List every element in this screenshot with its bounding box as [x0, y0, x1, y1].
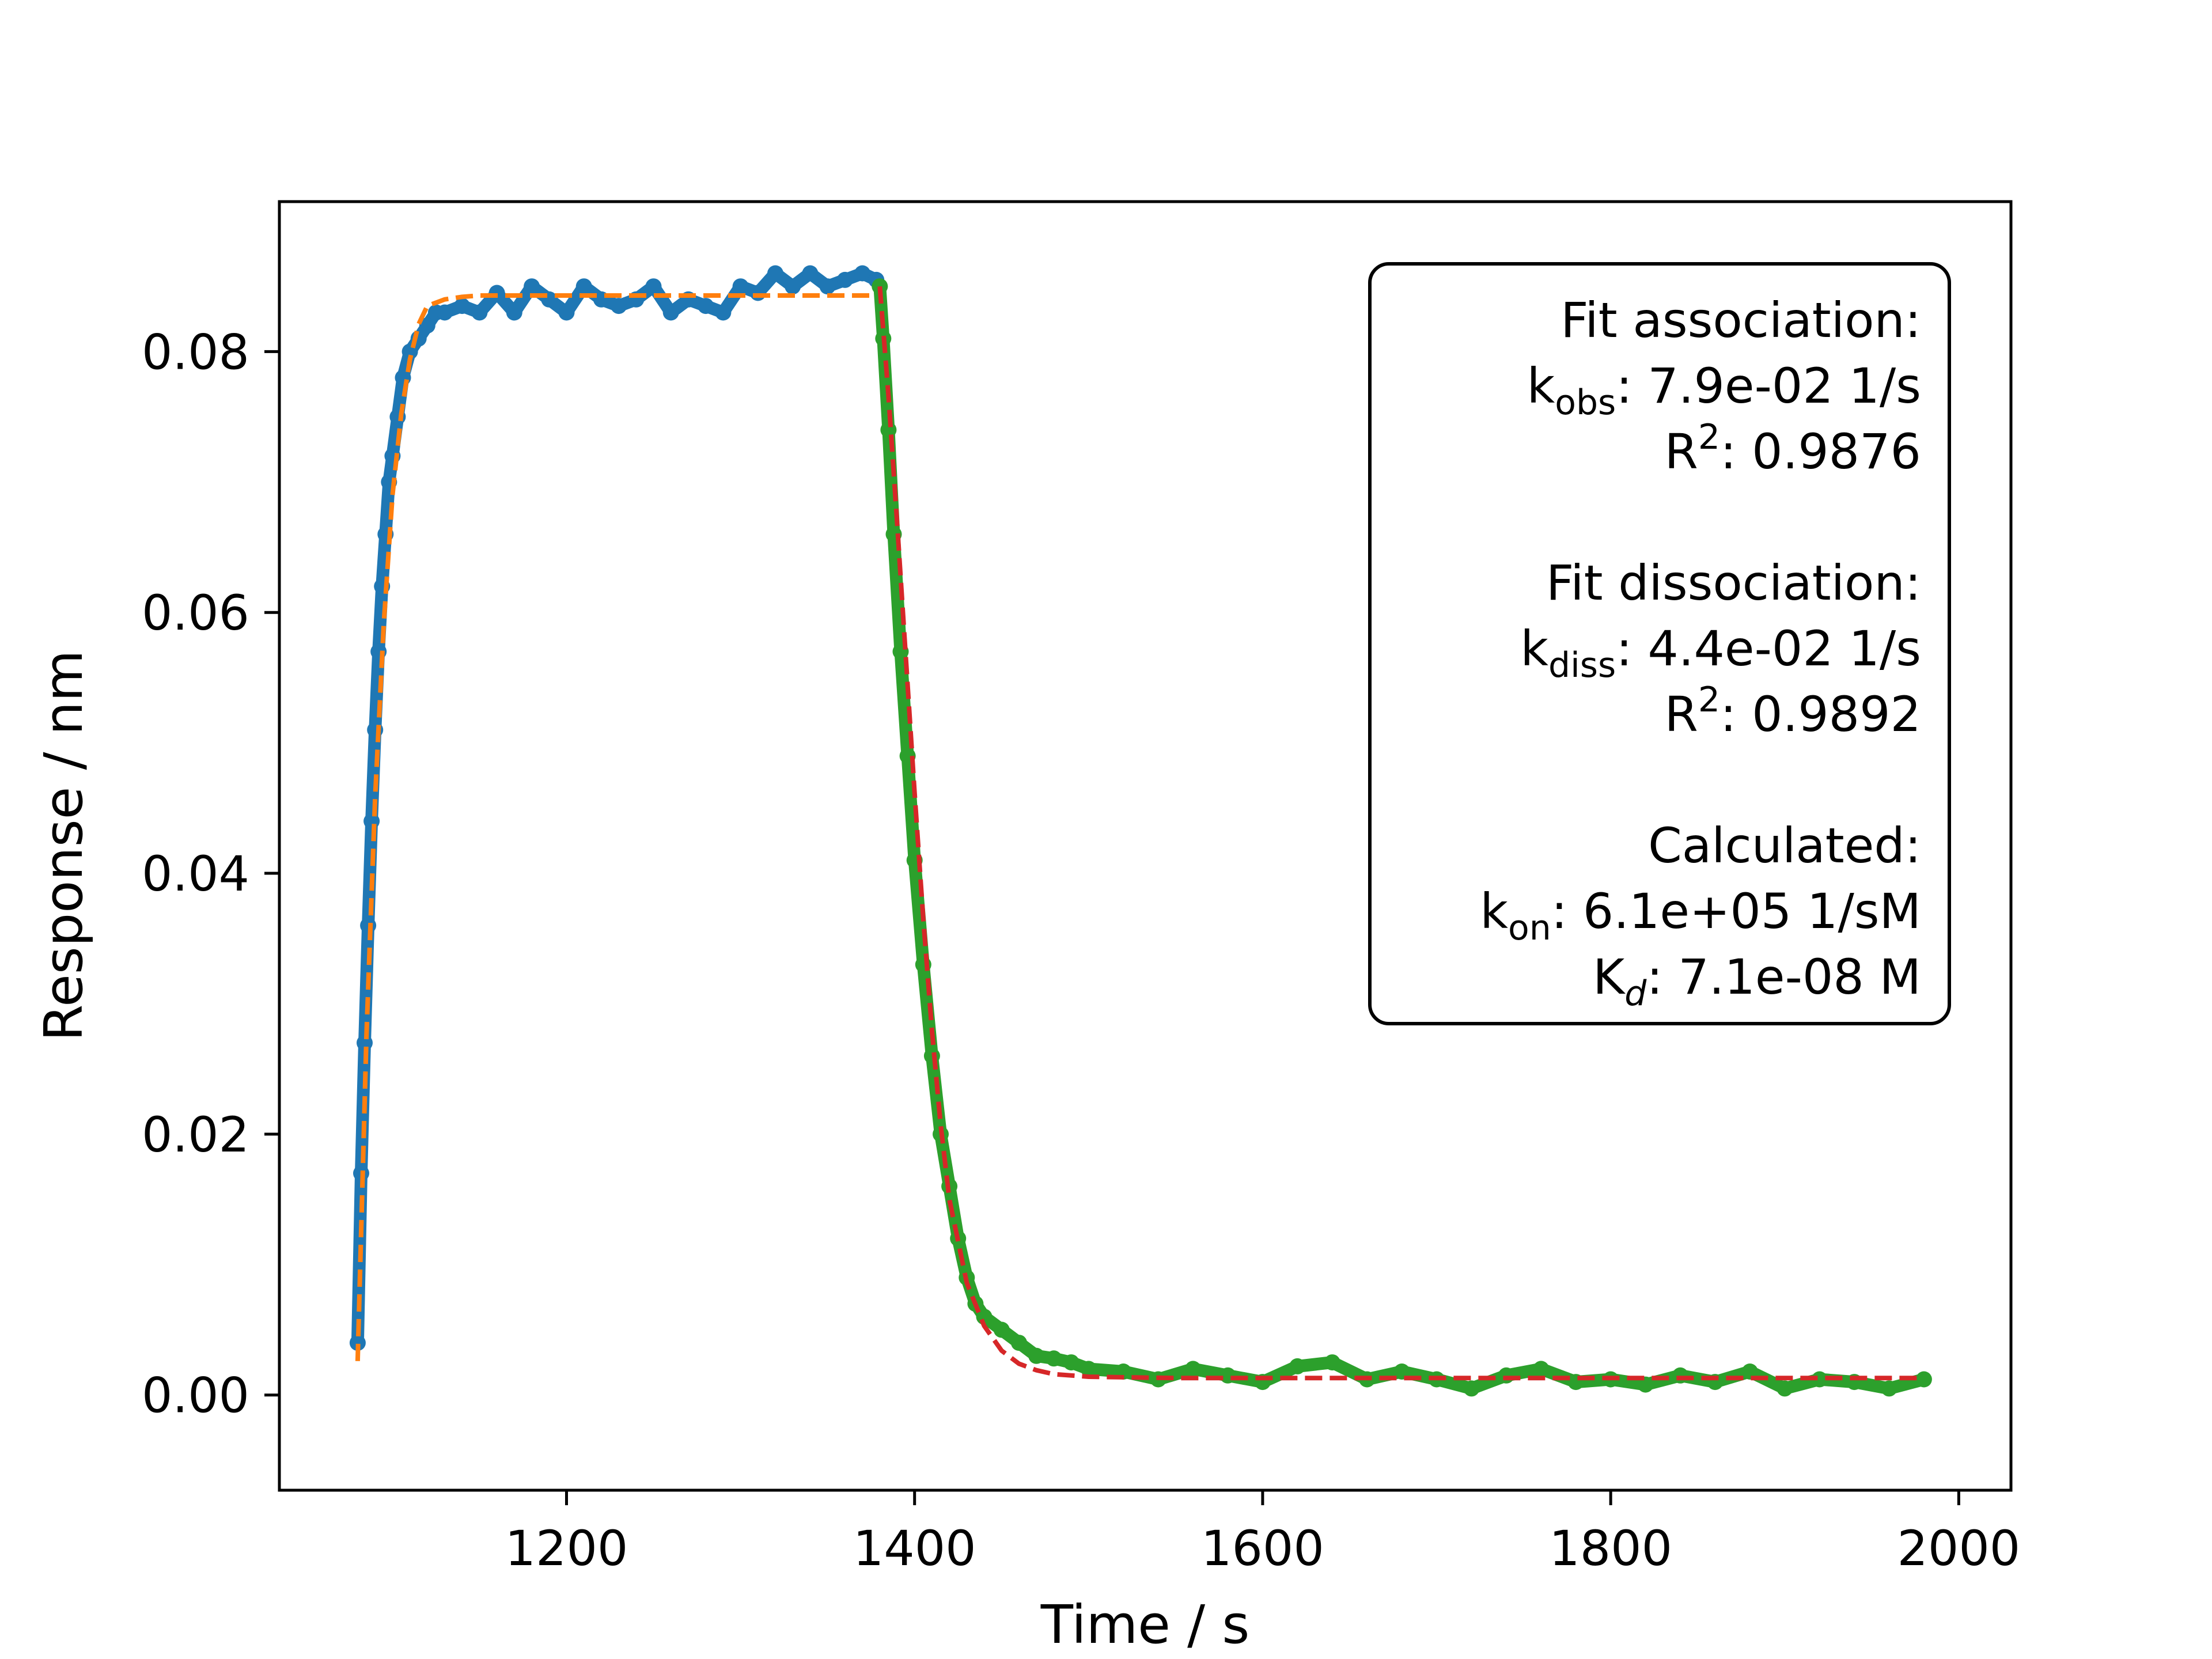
- axes-frame: [278, 200, 2013, 1492]
- kdiss-subscript: diss: [1548, 645, 1616, 685]
- info-spacer: [1372, 747, 1921, 813]
- data-point: [611, 298, 627, 315]
- kobs-symbol: k: [1527, 358, 1555, 414]
- kon-symbol: k: [1480, 883, 1509, 940]
- y-tick-label: 0.00: [142, 1368, 249, 1424]
- data-point: [1811, 1371, 1828, 1388]
- data-point: [767, 265, 783, 282]
- data-point: [1915, 1371, 1932, 1388]
- data-point: [854, 265, 871, 282]
- fit-results-box: Fit association: kobs: 7.9e-02 1/s R2: 0…: [1368, 262, 1951, 1025]
- data-point: [1672, 1367, 1688, 1384]
- data-point: [357, 1035, 373, 1051]
- data-point: [1289, 1358, 1306, 1374]
- kd-value: : 7.1e-08 M: [1646, 949, 1921, 1005]
- assoc-header: Fit association:: [1560, 292, 1921, 349]
- y-tick-label: 0.04: [142, 846, 249, 902]
- tick-layer: 1200 1400 1600 1800 2000 0.00 0.02 0.04 0.06 0.08: [142, 324, 2020, 1577]
- diss-r2-value: : 0.9892: [1720, 686, 1921, 743]
- x-tick-label: 1200: [505, 1520, 628, 1577]
- data-point: [471, 304, 488, 321]
- data-point: [749, 285, 766, 301]
- data-point: [1463, 1380, 1480, 1397]
- data-point: [993, 1321, 1010, 1338]
- kdiss-symbol: k: [1520, 620, 1549, 677]
- data-point: [419, 317, 435, 334]
- y-tick-label: 0.06: [142, 585, 249, 641]
- kdiss-value: : 4.4e-02 1/s: [1616, 620, 1921, 677]
- y-axis-label: Response / nm: [33, 650, 94, 1041]
- x-tick-label: 1400: [853, 1520, 976, 1577]
- kdiss-line: kdiss: 4.4e-02 1/s: [1372, 616, 1921, 683]
- series-2-fit: [355, 293, 877, 1361]
- data-point: [1498, 1367, 1514, 1384]
- x-tick-label: 1600: [1201, 1520, 1324, 1577]
- x-tick-label: 2000: [1897, 1520, 2020, 1577]
- data-point: [1185, 1361, 1202, 1377]
- diss-r2-superscript: 2: [1698, 680, 1721, 720]
- diss-r2-line: R2: 0.9892: [1372, 681, 1921, 747]
- data-point: [1063, 1354, 1080, 1371]
- data-point: [732, 278, 749, 295]
- data-point: [698, 298, 714, 315]
- y-tick-label: 0.08: [142, 324, 249, 380]
- y-tick-label: 0.02: [142, 1107, 249, 1163]
- data-point: [524, 278, 540, 295]
- data-point: [819, 278, 836, 295]
- kd-subscript: d: [1624, 974, 1647, 1014]
- assoc-r2-symbol: R: [1664, 423, 1698, 480]
- data-point: [802, 265, 819, 282]
- series-0-points: [349, 265, 885, 1351]
- data-point: [349, 1335, 366, 1351]
- data-point: [1777, 1380, 1793, 1397]
- kobs-value: : 7.9e-02 1/s: [1616, 358, 1921, 414]
- kd-line: Kd: 7.1e-08 M: [1372, 944, 1921, 1011]
- data-point: [645, 278, 662, 295]
- diss-header: Fit dissociation:: [1546, 555, 1921, 611]
- kobs-subscript: obs: [1555, 382, 1616, 423]
- diss-r2-symbol: R: [1664, 686, 1698, 743]
- data-point: [1741, 1363, 1758, 1380]
- data-point: [575, 278, 592, 295]
- data-point: [1028, 1347, 1045, 1364]
- fit-line-2: [355, 293, 877, 1361]
- kon-subscript: on: [1508, 908, 1551, 948]
- kon-line: kon: 6.1e+05 1/sM: [1372, 878, 1921, 945]
- kon-value: : 6.1e+05 1/sM: [1551, 883, 1921, 940]
- info-spacer: [1372, 484, 1921, 550]
- data-point: [662, 304, 679, 321]
- assoc-r2-superscript: 2: [1698, 417, 1721, 457]
- data-point: [1219, 1367, 1236, 1384]
- calc-header: Calculated:: [1648, 817, 1921, 874]
- data-point: [558, 304, 575, 321]
- data-point: [715, 304, 732, 321]
- data-point: [1393, 1363, 1410, 1380]
- data-point: [363, 813, 380, 830]
- data-point: [1533, 1361, 1550, 1377]
- assoc-r2-value: : 0.9876: [1720, 423, 1921, 480]
- data-point: [785, 278, 801, 295]
- data-point: [1046, 1350, 1062, 1367]
- x-tick-label: 1800: [1549, 1520, 1672, 1577]
- assoc-r2-line: R2: 0.9876: [1372, 419, 1921, 484]
- data-point: [454, 298, 471, 315]
- data-point: [437, 304, 453, 321]
- data-point: [1881, 1380, 1897, 1397]
- data-point: [488, 285, 505, 301]
- series-layer: [349, 265, 1932, 1397]
- data-point: [506, 304, 522, 321]
- kobs-line: kobs: 7.9e-02 1/s: [1372, 353, 1921, 420]
- data-point: [1011, 1335, 1027, 1351]
- data-point: [1637, 1376, 1654, 1393]
- kd-symbol: K: [1593, 949, 1625, 1005]
- x-axis-label: Time / s: [1040, 1594, 1250, 1656]
- data-point: [1080, 1361, 1097, 1377]
- data-point: [1324, 1354, 1340, 1371]
- data-point: [836, 271, 853, 288]
